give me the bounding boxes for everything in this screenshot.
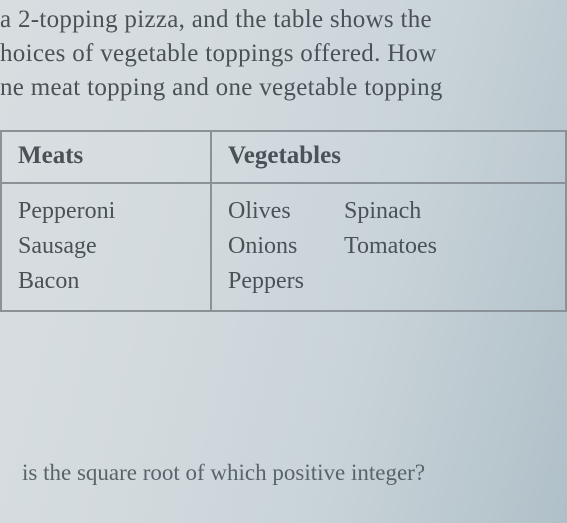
column-header-vegetables: Vegetables [211,131,566,183]
problem-text-line-2: hoices of vegetable toppings offered. Ho… [0,40,567,68]
vegetables-cell: Olives Onions Peppers Spinach Tomatoes [211,183,566,311]
vegetables-column-1: Olives Onions Peppers [228,194,304,298]
vegetable-item: Peppers [228,264,304,299]
toppings-table-container: Meats Vegetables Pepperoni Sausage Bacon [0,130,567,312]
toppings-table: Meats Vegetables Pepperoni Sausage Bacon [0,130,567,312]
next-question-fragment: is the square root of which positive int… [22,460,425,486]
vegetable-item: Spinach [344,194,437,229]
vegetable-item: Onions [228,229,304,264]
vegetable-item: Tomatoes [344,229,437,264]
vegetables-grid: Olives Onions Peppers Spinach Tomatoes [228,194,549,298]
table-data-row: Pepperoni Sausage Bacon Olives Onions Pe… [1,183,566,311]
meat-item: Sausage [18,229,194,264]
problem-text-line-1: a 2-topping pizza, and the table shows t… [0,6,567,34]
vegetable-item: Olives [228,194,304,229]
meats-list: Pepperoni Sausage Bacon [18,194,194,298]
meat-item: Bacon [18,264,194,299]
problem-text-line-3: ne meat topping and one vegetable toppin… [0,74,567,102]
vegetables-column-2: Spinach Tomatoes [344,194,437,298]
meat-item: Pepperoni [18,194,194,229]
table-header-row: Meats Vegetables [1,131,566,183]
column-header-meats: Meats [1,131,211,183]
meats-cell: Pepperoni Sausage Bacon [1,183,211,311]
